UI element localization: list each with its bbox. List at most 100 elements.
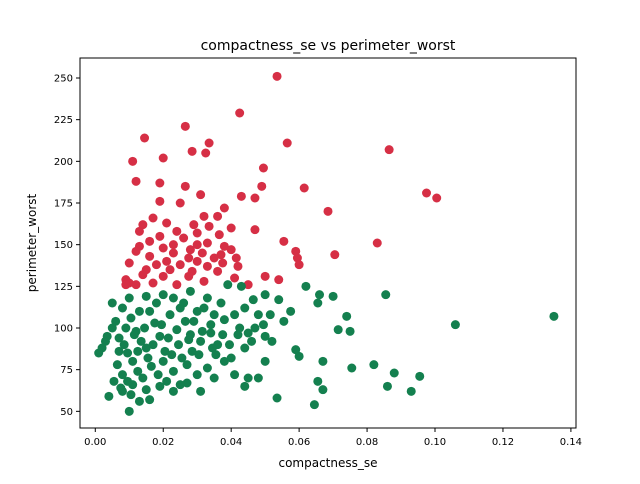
scatter-point-series1-89 xyxy=(124,293,134,303)
scatter-point-series1-5 xyxy=(345,326,355,336)
scatter-point-series1-112 xyxy=(163,333,173,343)
scatter-point-series1-126 xyxy=(94,348,104,358)
scatter-point-series1-132 xyxy=(167,350,177,360)
scatter-point-series1-109 xyxy=(140,323,150,333)
scatter-point-series0-80 xyxy=(260,271,270,281)
scatter-point-series0-17 xyxy=(196,190,206,200)
scatter-point-series1-110 xyxy=(148,340,158,350)
scatter-point-series1-105 xyxy=(267,336,277,346)
scatter-point-series0-43 xyxy=(202,238,212,248)
scatter-point-series1-50 xyxy=(150,318,160,328)
scatter-point-series1-129 xyxy=(133,346,143,356)
scatter-point-series0-29 xyxy=(162,218,172,228)
scatter-point-series0-66 xyxy=(124,258,134,268)
scatter-point-series1-134 xyxy=(185,330,195,340)
scatter-point-series1-15 xyxy=(369,360,379,370)
scatter-point-series1-19 xyxy=(382,381,392,391)
scatter-point-series0-22 xyxy=(155,196,165,206)
scatter-point-series1-117 xyxy=(207,343,217,353)
scatter-point-series1-35 xyxy=(248,295,258,305)
scatter-point-series1-44 xyxy=(123,348,133,358)
scatter-point-series1-94 xyxy=(168,293,178,303)
x-tick-label: 0.00 xyxy=(84,437,106,448)
y-axis-label: perimeter_worst xyxy=(25,194,39,293)
scatter-point-series1-70 xyxy=(117,370,127,380)
scatter-point-series1-101 xyxy=(230,310,240,320)
scatter-point-series1-12 xyxy=(291,345,301,355)
scatter-point-series1-125 xyxy=(182,378,192,388)
scatter-point-series1-31 xyxy=(240,381,250,391)
scatter-point-series0-81 xyxy=(274,275,284,285)
scatter-point-series1-75 xyxy=(146,361,156,371)
scatter-point-series1-42 xyxy=(114,333,124,343)
scatter-point-series1-57 xyxy=(189,316,199,326)
scatter-point-series0-27 xyxy=(213,211,223,221)
scatter-point-series1-30 xyxy=(196,386,206,396)
scatter-point-series0-76 xyxy=(138,270,148,280)
scatter-point-series1-16 xyxy=(389,368,399,378)
scatter-point-series1-90 xyxy=(134,306,144,316)
scatter-point-series0-69 xyxy=(294,260,304,270)
scatter-point-series1-83 xyxy=(209,373,219,383)
scatter-point-series0-28 xyxy=(148,213,158,223)
scatter-point-series1-114 xyxy=(180,316,190,326)
scatter-point-series1-76 xyxy=(153,370,163,380)
scatter-point-series0-16 xyxy=(299,183,309,193)
scatter-point-series0-21 xyxy=(432,193,442,203)
x-tick-label: 0.04 xyxy=(220,437,242,448)
scatter-point-series0-67 xyxy=(151,260,161,270)
scatter-point-series0-37 xyxy=(192,228,202,238)
scatter-point-series1-69 xyxy=(112,360,122,370)
scatter-point-series1-26 xyxy=(134,396,144,406)
scatter-point-series1-65 xyxy=(240,343,250,353)
scatter-point-series1-62 xyxy=(219,315,229,325)
x-tick-label: 0.12 xyxy=(492,437,514,448)
scatter-point-series0-58 xyxy=(145,251,155,261)
scatter-point-series0-5 xyxy=(282,138,292,148)
scatter-point-series1-14 xyxy=(318,356,328,366)
scatter-point-series1-124 xyxy=(168,386,178,396)
scatter-point-series1-88 xyxy=(117,303,127,313)
scatter-point-series1-9 xyxy=(301,281,311,291)
y-tick-label: 225 xyxy=(54,115,73,126)
scatter-point-series1-72 xyxy=(128,380,138,390)
scatter-point-series1-25 xyxy=(124,406,134,416)
scatter-point-series0-8 xyxy=(201,148,211,158)
scatter-point-series1-99 xyxy=(209,310,219,320)
scatter-point-series1-123 xyxy=(155,381,165,391)
plot-background xyxy=(80,58,576,428)
scatter-point-series0-87 xyxy=(243,280,253,290)
scatter-point-series1-80 xyxy=(182,360,192,370)
scatter-point-series1-138 xyxy=(224,340,234,350)
scatter-point-series1-128 xyxy=(126,313,136,323)
scatter-point-series1-32 xyxy=(274,295,284,305)
scatter-point-series0-2 xyxy=(180,121,190,131)
scatter-point-series0-12 xyxy=(131,176,141,186)
scatter-point-series1-73 xyxy=(133,366,143,376)
scatter-point-series0-20 xyxy=(422,188,432,198)
scatter-point-series0-75 xyxy=(213,266,223,276)
scatter-point-series0-4 xyxy=(204,138,214,148)
scatter-point-series0-60 xyxy=(209,253,219,263)
scatter-point-series1-103 xyxy=(250,323,260,333)
scatter-point-series1-45 xyxy=(128,356,138,366)
scatter-point-series0-25 xyxy=(323,206,333,216)
scatter-point-series0-39 xyxy=(155,231,165,241)
x-tick-label: 0.06 xyxy=(288,437,310,448)
scatter-point-series1-104 xyxy=(260,331,270,341)
scatter-point-series0-84 xyxy=(131,280,141,290)
scatter-point-series1-81 xyxy=(192,370,202,380)
scatter-point-series1-136 xyxy=(206,320,216,330)
scatter-point-series1-133 xyxy=(177,353,187,363)
scatter-point-series1-37 xyxy=(223,280,233,290)
scatter-point-series1-48 xyxy=(141,343,151,353)
scatter-point-series0-26 xyxy=(199,211,209,221)
x-tick-label: 0.02 xyxy=(152,437,174,448)
scatter-point-series1-85 xyxy=(230,370,240,380)
scatter-point-series0-78 xyxy=(184,271,194,281)
scatter-point-series0-50 xyxy=(185,245,195,255)
scatter-point-series0-51 xyxy=(226,245,236,255)
scatter-point-series0-23 xyxy=(175,198,185,208)
scatter-point-series0-36 xyxy=(172,226,182,236)
scatter-point-series0-18 xyxy=(236,191,246,201)
